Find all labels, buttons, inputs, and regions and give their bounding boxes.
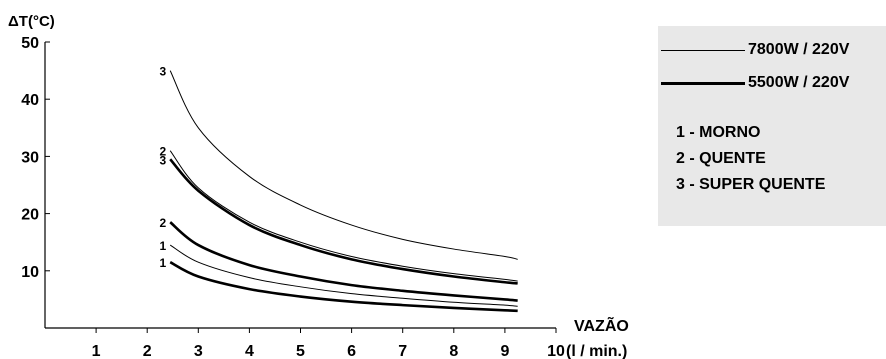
legend-label-thick: 5500W / 220V (748, 74, 850, 91)
y-tick-label-4: 40 (21, 92, 39, 109)
legend-label-thin: 7800W / 220V (748, 41, 850, 58)
y-tick-label-3: 30 (21, 149, 39, 166)
x-tick-label-6: 6 (347, 343, 356, 359)
x-axis-unit: (l / min.) (566, 343, 627, 359)
x-tick-label-5: 5 (296, 343, 305, 359)
x-tick-label-8: 8 (449, 343, 458, 359)
x-tick-label-7: 7 (398, 343, 407, 359)
curve-label-thick-mode-2: 2 (160, 216, 167, 230)
curve-label-thick-mode-1: 1 (160, 256, 167, 270)
x-tick-label-1: 1 (92, 343, 101, 359)
curve-label-thin-mode-1: 1 (160, 239, 167, 253)
curve-label-thick-mode-3: 3 (160, 153, 167, 167)
mode-morno: 1 - MORNO (676, 124, 761, 141)
series-line-thin-mode-3 (169, 70, 518, 260)
y-tick-label-2: 20 (21, 207, 39, 224)
legend-entry-thin: 7800W / 220V (658, 40, 886, 62)
curve-label-thin-mode-2: 2 (160, 145, 167, 159)
x-axis-label: VAZÃO (574, 315, 629, 335)
y-tick-label-5: 50 (21, 35, 39, 52)
y-axis-label: ΔT(°C) (8, 13, 55, 30)
x-tick-label-10: 10 (547, 343, 565, 359)
mode-quente: 2 - QUENTE (676, 150, 766, 167)
x-tick-label-4: 4 (245, 343, 254, 359)
series-line-thin-mode-2 (169, 150, 518, 282)
series-line-thick-mode-3 (169, 158, 518, 285)
legend-line-thick (661, 82, 745, 85)
series-line-thick-mode-2 (169, 221, 518, 302)
legend: 7800W / 220V 5500W / 220V 1 - MORNO 2 - … (658, 26, 886, 226)
series-line-thin-mode-1 (169, 244, 518, 307)
series-line-thick-mode-1 (169, 261, 518, 313)
legend-entry-thick: 5500W / 220V (658, 73, 886, 95)
y-tick-label-1: 10 (21, 264, 39, 281)
curve-label-thin-mode-3: 3 (160, 65, 167, 79)
x-tick-label-2: 2 (143, 343, 152, 359)
legend-line-thin (661, 50, 745, 51)
x-tick-label-3: 3 (194, 343, 203, 359)
mode-super-quente: 3 - SUPER QUENTE (676, 176, 826, 193)
x-tick-label-9: 9 (500, 343, 509, 359)
